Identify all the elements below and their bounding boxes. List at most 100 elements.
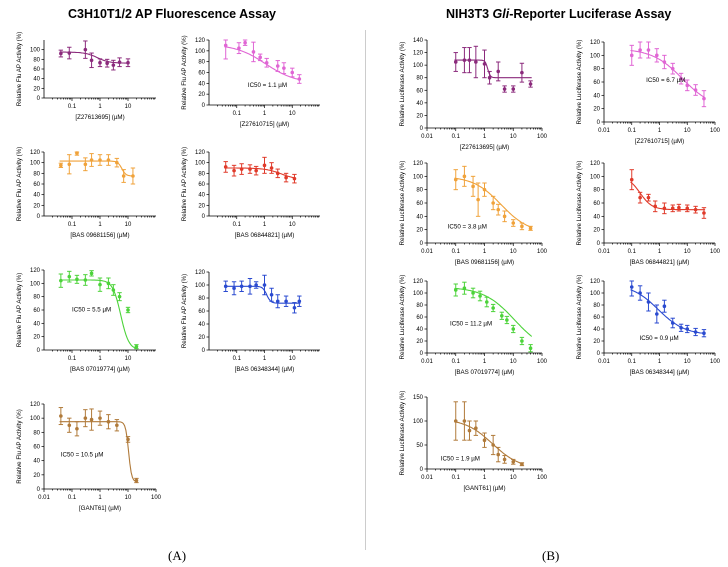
fit-curve	[224, 167, 296, 179]
x-axis-label: [BAS 06348344] (µM)	[235, 366, 295, 373]
data-point	[292, 176, 297, 181]
y-tick-label: 80	[198, 171, 205, 177]
x-tick-label: 10	[289, 356, 296, 362]
data-point	[134, 344, 139, 349]
data-point	[134, 478, 139, 483]
x-tick-label: 0.01	[421, 249, 433, 255]
ic50-label: IC50 = 10.5 µM	[61, 452, 104, 459]
y-tick-label: 100	[30, 416, 41, 422]
x-tick-label: 0.1	[233, 111, 242, 117]
data-point	[89, 417, 94, 422]
y-tick-label: 80	[416, 76, 423, 82]
panel-a-divider	[365, 30, 366, 550]
y-tick-label: 40	[416, 214, 423, 220]
y-tick-label: 80	[593, 67, 600, 73]
x-tick-label: 100	[537, 359, 548, 365]
y-tick-label: 80	[416, 303, 423, 309]
data-point	[655, 53, 659, 58]
x-tick-label: 10	[684, 249, 691, 255]
x-axis-label: [BAS 06844821] (µM)	[630, 259, 690, 266]
data-point	[292, 305, 297, 310]
x-tick-label: 0.01	[598, 359, 610, 365]
data-point	[75, 151, 79, 155]
data-point	[239, 167, 244, 171]
x-tick-label: 1	[658, 249, 662, 255]
ic50-label: IC50 = 5.5 µM	[72, 307, 111, 314]
data-point	[685, 327, 690, 331]
data-point	[685, 83, 690, 88]
data-point	[677, 205, 681, 210]
panel-b-title-post: -Reporter Luciferase Assay	[509, 7, 672, 21]
x-tick-label: 100	[710, 359, 721, 365]
x-axis-label: [BAS 07019774] (µM)	[70, 366, 130, 373]
chart-a2: 0 20 40 60 80 100 120 0.1 1 10[Z27610715] (µM) Rel…	[181, 35, 320, 128]
y-tick-label: 0	[202, 214, 206, 220]
data-point	[482, 62, 487, 66]
y-tick-label: 100	[590, 291, 601, 297]
data-point	[223, 284, 228, 289]
y-tick-label: 100	[413, 291, 424, 297]
data-point	[75, 277, 79, 282]
y-tick-label: 150	[413, 395, 424, 401]
data-point	[662, 206, 667, 211]
y-tick-label: 20	[198, 92, 205, 98]
y-tick-label: 100	[413, 419, 424, 425]
y-tick-label: 80	[593, 303, 600, 309]
data-point	[111, 288, 116, 292]
y-tick-label: 120	[413, 161, 424, 167]
x-tick-label: 0.1	[452, 249, 461, 255]
y-tick-label: 60	[198, 309, 205, 315]
y-axis-label: Relative Luciferase Activity (%)	[399, 275, 406, 360]
x-tick-label: 0.1	[628, 128, 637, 134]
panel-a-title: C3H10T1/2 AP Fluorescence Assay	[68, 7, 276, 21]
ic50-label: IC50 = 3.8 µM	[448, 224, 487, 231]
y-tick-label: 120	[30, 402, 41, 408]
y-tick-label: 0	[597, 120, 601, 126]
fit-curve	[630, 181, 706, 211]
y-tick-label: 120	[590, 161, 601, 167]
x-tick-label: 10	[684, 359, 691, 365]
x-tick-label: 100	[710, 128, 721, 134]
data-point	[496, 452, 501, 457]
y-tick-label: 100	[413, 174, 424, 180]
data-point	[126, 308, 130, 312]
data-point	[258, 55, 263, 60]
x-tick-label: 10	[510, 475, 517, 481]
y-tick-label: 40	[593, 93, 600, 99]
x-tick-label: 10	[510, 359, 517, 365]
data-point	[248, 284, 252, 289]
y-tick-label: 60	[416, 201, 423, 207]
y-tick-label: 120	[30, 268, 41, 274]
y-axis-label: Relative Luciferase Activity (%)	[399, 42, 406, 127]
x-tick-label: 0.01	[38, 495, 50, 501]
x-tick-label: 10	[684, 128, 691, 134]
y-axis-label: Relative Flu AP Activity (%)	[16, 273, 23, 348]
y-tick-label: 100	[30, 281, 41, 287]
x-axis-label: [GANT61] (µM)	[463, 485, 505, 492]
data-point	[528, 82, 533, 86]
y-tick-label: 0	[420, 241, 424, 247]
y-tick-label: 100	[195, 283, 206, 289]
y-tick-label: 120	[195, 270, 206, 276]
y-tick-label: 80	[33, 295, 40, 301]
panel-b-title-pre: NIH3T3	[446, 7, 493, 21]
data-point	[89, 158, 94, 162]
data-point	[106, 419, 111, 424]
x-tick-label: 100	[710, 249, 721, 255]
data-point	[528, 226, 533, 231]
y-axis-label: Relative Flu AP Activity (%)	[16, 147, 23, 222]
fit-curve	[630, 49, 706, 99]
data-point	[462, 174, 467, 179]
y-axis-label: Relative Luciferase Activity (%)	[576, 161, 583, 246]
data-point	[223, 165, 228, 169]
data-point	[511, 460, 516, 464]
y-tick-label: 60	[593, 315, 600, 321]
y-tick-label: 40	[33, 77, 40, 83]
chart-a7: 0 20 40 60 80 100 120 0.01 0.1 1 10 100 [GANT61] (µM…	[16, 402, 162, 512]
data-point	[471, 184, 475, 189]
data-point	[511, 221, 516, 225]
x-tick-label: 0.1	[68, 356, 77, 362]
x-tick-label: 10	[289, 111, 296, 117]
data-point	[496, 69, 501, 74]
x-tick-label: 0.1	[452, 359, 461, 365]
